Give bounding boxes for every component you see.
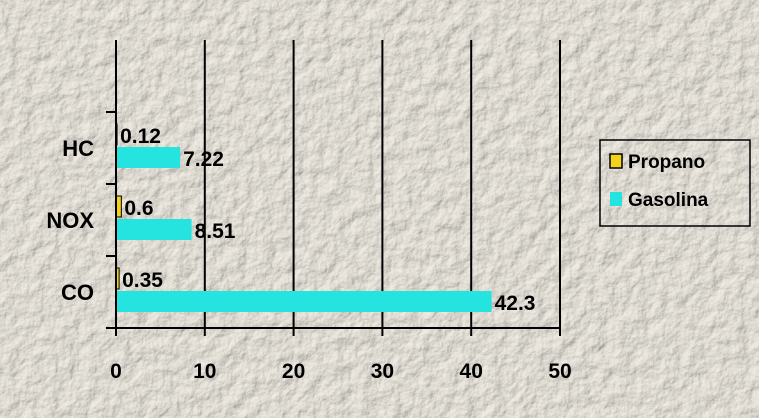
category-label-hc: HC	[62, 136, 94, 161]
legend-label-propano: Propano	[628, 152, 705, 173]
bar-gasolina-hc	[116, 147, 181, 168]
data-label-propano-nox: 0.6	[124, 197, 153, 220]
data-label-gasolina-hc: 7.22	[183, 148, 224, 171]
legend-swatch-propano	[609, 153, 623, 169]
bar-gasolina-co	[116, 291, 492, 312]
legend: Propano Gasolina	[599, 139, 751, 227]
x-tick-label-50: 50	[548, 360, 571, 383]
data-label-gasolina-nox: 8.51	[195, 220, 236, 243]
category-label-nox: NOX	[46, 208, 94, 233]
bar-gasolina-nox	[116, 219, 192, 240]
data-label-propano-co: 0.35	[122, 269, 163, 292]
x-tick-label-30: 30	[371, 360, 394, 383]
data-label-gasolina-co: 42.3	[495, 292, 536, 315]
x-tick-label-10: 10	[193, 360, 216, 383]
x-tick-label-0: 0	[110, 360, 122, 383]
category-label-co: CO	[61, 280, 94, 305]
x-tick-label-40: 40	[460, 360, 483, 383]
data-label-propano-hc: 0.12	[120, 125, 161, 148]
x-tick-label-20: 20	[282, 360, 305, 383]
legend-box	[599, 139, 751, 227]
legend-label-gasolina: Gasolina	[628, 190, 709, 211]
legend-swatch-gasolina	[610, 192, 622, 206]
